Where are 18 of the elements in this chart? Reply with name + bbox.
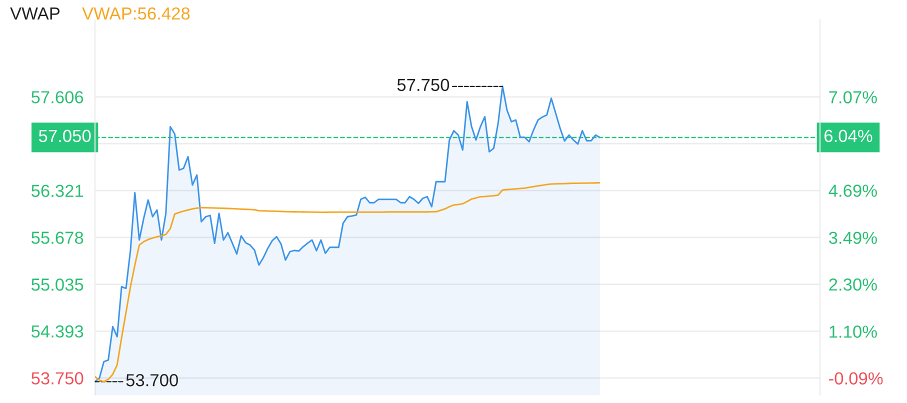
y2-tick-label: 7.07% — [829, 91, 877, 104]
text: 6.04% — [824, 130, 872, 142]
y2-tick-label: 4.69% — [828, 184, 877, 197]
annotation: 57.750 — [397, 78, 450, 92]
annotation: 53.700 — [126, 374, 178, 386]
y2-tick-label: -0.09% — [829, 372, 883, 385]
chart-title: VWAP — [10, 8, 60, 20]
y-tick-label: 55.035 — [31, 278, 84, 291]
y2-tick-label: 2.30% — [829, 278, 877, 291]
y-tick-label: 57.606 — [31, 91, 84, 104]
text: VWAP:56.428 — [82, 7, 190, 20]
y-tick-label: 56.321 — [31, 184, 84, 198]
y-tick-label: 55.678 — [31, 232, 84, 244]
y2-tick-label: 3.49% — [828, 232, 877, 244]
ref-line-label: 57.050 — [38, 130, 91, 142]
y2-tick-label: 1.10% — [830, 326, 877, 338]
y-tick-label: 54.393 — [31, 325, 84, 338]
y-tick-label: 53.750 — [31, 372, 84, 384]
